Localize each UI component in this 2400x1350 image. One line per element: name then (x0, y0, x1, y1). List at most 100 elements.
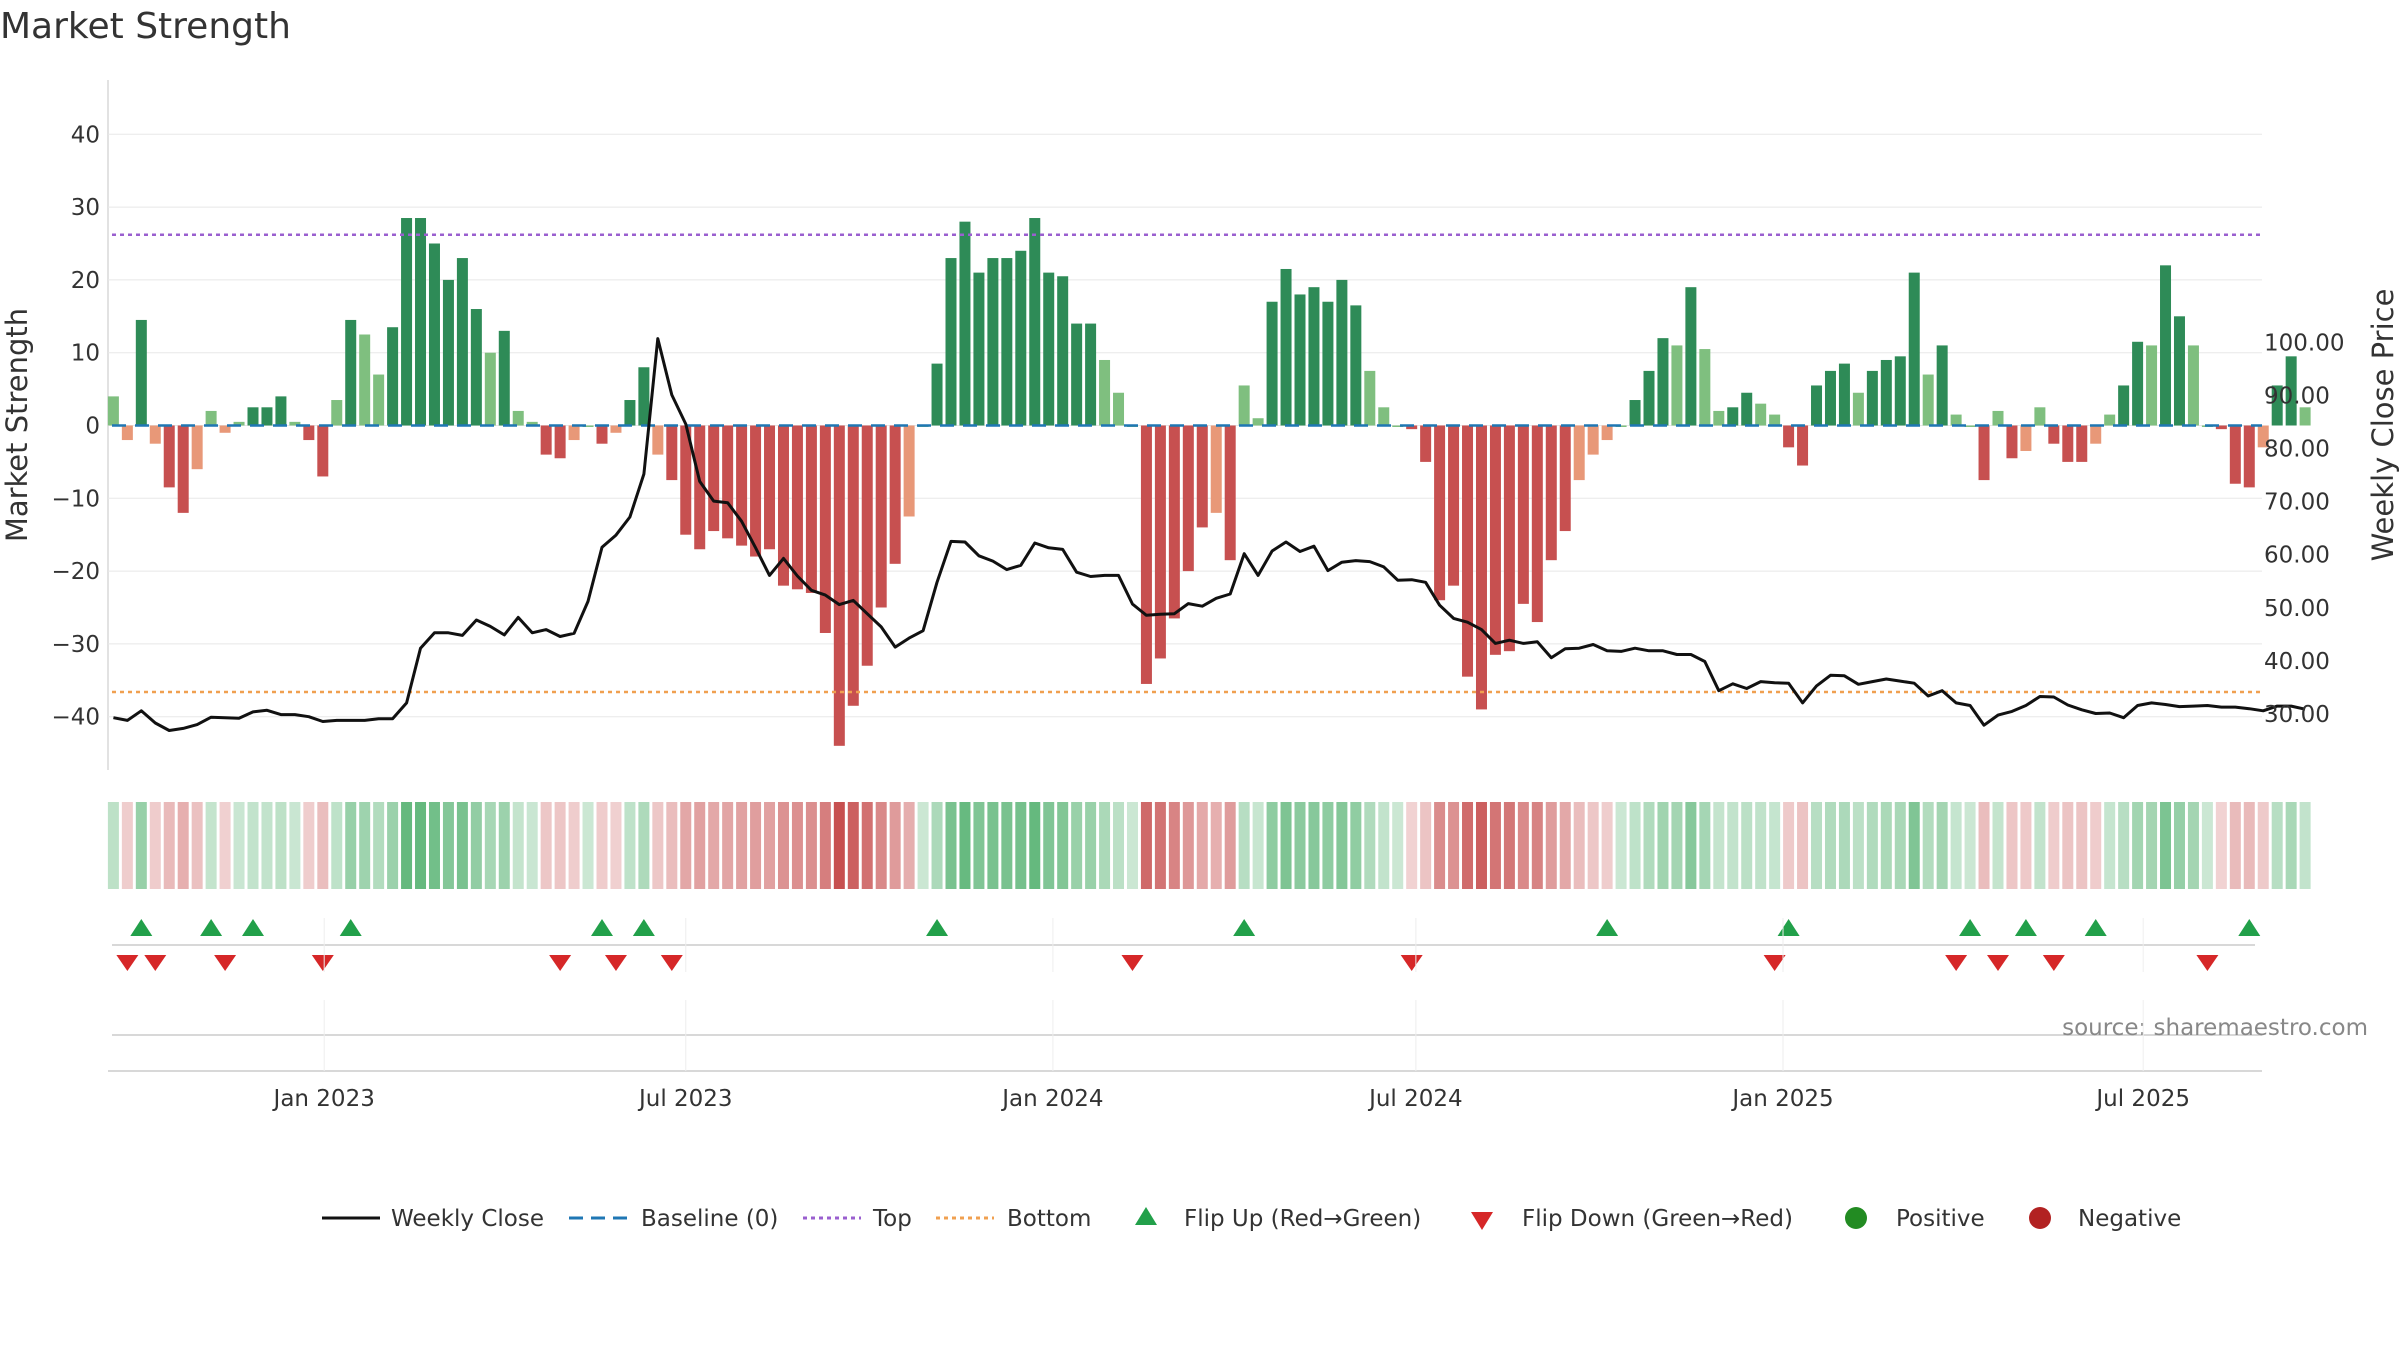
strength-bar (149, 425, 161, 444)
strength-bar (805, 425, 817, 593)
legend-flip-down: Flip Down (Green→Red) (1471, 1206, 1793, 1232)
svg-text:Flip Down (Green→Red): Flip Down (Green→Red) (1522, 1206, 1793, 1232)
flip-down-marker (144, 955, 167, 971)
strength-bar (442, 279, 454, 426)
strip-cell (1448, 802, 1460, 889)
x-tick-label: Jan 2023 (272, 1086, 375, 1112)
strip-cell (1992, 802, 2004, 889)
strength-bar (387, 327, 399, 426)
strip-cell (666, 802, 678, 889)
strength-bar (1950, 414, 1962, 426)
strength-bar (903, 425, 915, 517)
strip-cell (1531, 802, 1543, 889)
strip-cell (847, 802, 859, 889)
strip-cell (1573, 802, 1585, 889)
y-tick-label-left: 20 (71, 268, 100, 294)
strength-bar (470, 309, 482, 426)
legend: Weekly Close Baseline (0) Top Bottom Fli… (322, 1206, 2181, 1232)
strength-bar (1210, 425, 1222, 513)
strength-bar (1336, 279, 1348, 426)
strip-cell (903, 802, 915, 889)
strip-cell (1350, 802, 1362, 889)
strip-cell (805, 802, 817, 889)
strip-cell (1280, 802, 1292, 889)
strip-cell (1587, 802, 1599, 889)
strip-cell (205, 802, 217, 889)
strip-cell (652, 802, 664, 889)
strip-cell (1727, 802, 1739, 889)
strength-bar (1448, 425, 1460, 586)
strip-cell (1643, 802, 1655, 889)
strength-bar (1113, 392, 1125, 426)
strip-cell (1043, 802, 1055, 889)
strip-cell (819, 802, 831, 889)
flip-down-marker (116, 955, 139, 971)
strength-bar (1741, 392, 1753, 426)
flip-up-marker (591, 919, 613, 936)
strength-bars (107, 218, 2311, 746)
strip-cell (624, 802, 636, 889)
strength-bar (2006, 425, 2018, 459)
strip-cell (945, 802, 957, 889)
strip-cell (1252, 802, 1264, 889)
strip-cell (107, 802, 119, 889)
strength-bar (1015, 250, 1027, 426)
strip-cell (1154, 802, 1166, 889)
weekly-close-line (113, 337, 2306, 732)
strip-cell (2062, 802, 2074, 889)
strength-bar (428, 243, 440, 426)
x-tick-label: Jan 2025 (1730, 1086, 1833, 1112)
strip-cell (163, 802, 175, 889)
y-tick-label-right: 70.00 (2264, 490, 2330, 516)
legend-flip-up: Flip Up (Red→Green) (1135, 1206, 1421, 1232)
strength-bar (610, 425, 622, 433)
flip-up-marker (926, 919, 949, 936)
strength-bar (1852, 392, 1864, 426)
strip-cell (2076, 802, 2088, 889)
strength-bar (1685, 287, 1697, 426)
strength-bar (540, 425, 552, 455)
strength-bar (861, 425, 873, 666)
flip-up-marker (1777, 919, 1800, 936)
y-tick-label-left: 0 (85, 414, 100, 440)
strength-bar (345, 319, 357, 426)
strength-bar (107, 396, 119, 426)
strip-cell (1489, 802, 1501, 889)
legend-negative: Negative (2029, 1206, 2181, 1232)
strip-cell (1085, 802, 1097, 889)
strip-cell (582, 802, 594, 889)
strip-cell (2034, 802, 2046, 889)
strip-cell (568, 802, 580, 889)
strip-cell (2104, 802, 2116, 889)
strength-bar (1099, 359, 1111, 426)
strip-cell (149, 802, 161, 889)
strip-cell (1364, 802, 1376, 889)
strip-cell (498, 802, 510, 889)
strip-cell (1434, 802, 1446, 889)
y-tick-label-right: 60.00 (2264, 543, 2330, 569)
strength-bar (1434, 425, 1446, 601)
strip-cell (1182, 802, 1194, 889)
strip-cell (1545, 802, 1557, 889)
strip-cell (931, 802, 943, 889)
strip-cell (1113, 802, 1125, 889)
strength-bar (1322, 301, 1334, 426)
strip-cell (1852, 802, 1864, 889)
right-y-tick-labels: 100.00 90.00 80.00 70.00 60.00 50.00 40.00 30.0… (2264, 330, 2344, 728)
strip-cell (1811, 802, 1823, 889)
state-heat-strip (107, 802, 2311, 889)
strip-cell (917, 802, 929, 889)
strip-cell (1838, 802, 1850, 889)
strip-cell (973, 802, 985, 889)
strip-cell (2187, 802, 2199, 889)
svg-text:Weekly Close: Weekly Close (391, 1206, 544, 1232)
legend-positive: Positive (1845, 1206, 1985, 1232)
strip-cell (470, 802, 482, 889)
strip-cell (750, 802, 762, 889)
y-tick-label-left: −40 (51, 705, 100, 731)
strip-cell (638, 802, 650, 889)
triangle-down-icon (1471, 1212, 1493, 1230)
strength-bar (1615, 425, 1627, 427)
strength-bar (1894, 356, 1906, 426)
strength-bar (177, 425, 189, 513)
